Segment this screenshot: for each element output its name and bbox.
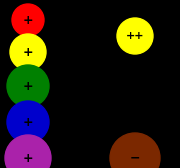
Circle shape	[12, 4, 44, 36]
Circle shape	[7, 101, 49, 143]
Circle shape	[10, 34, 46, 70]
Text: +: +	[23, 116, 33, 129]
Circle shape	[110, 133, 160, 168]
Circle shape	[117, 18, 153, 54]
Text: +: +	[23, 152, 33, 164]
Circle shape	[7, 65, 49, 107]
Text: +: +	[23, 46, 33, 58]
Text: −: −	[130, 152, 140, 164]
Text: ++: ++	[126, 31, 144, 41]
Text: +: +	[23, 79, 33, 93]
Circle shape	[5, 135, 51, 168]
Text: +: +	[23, 13, 33, 27]
